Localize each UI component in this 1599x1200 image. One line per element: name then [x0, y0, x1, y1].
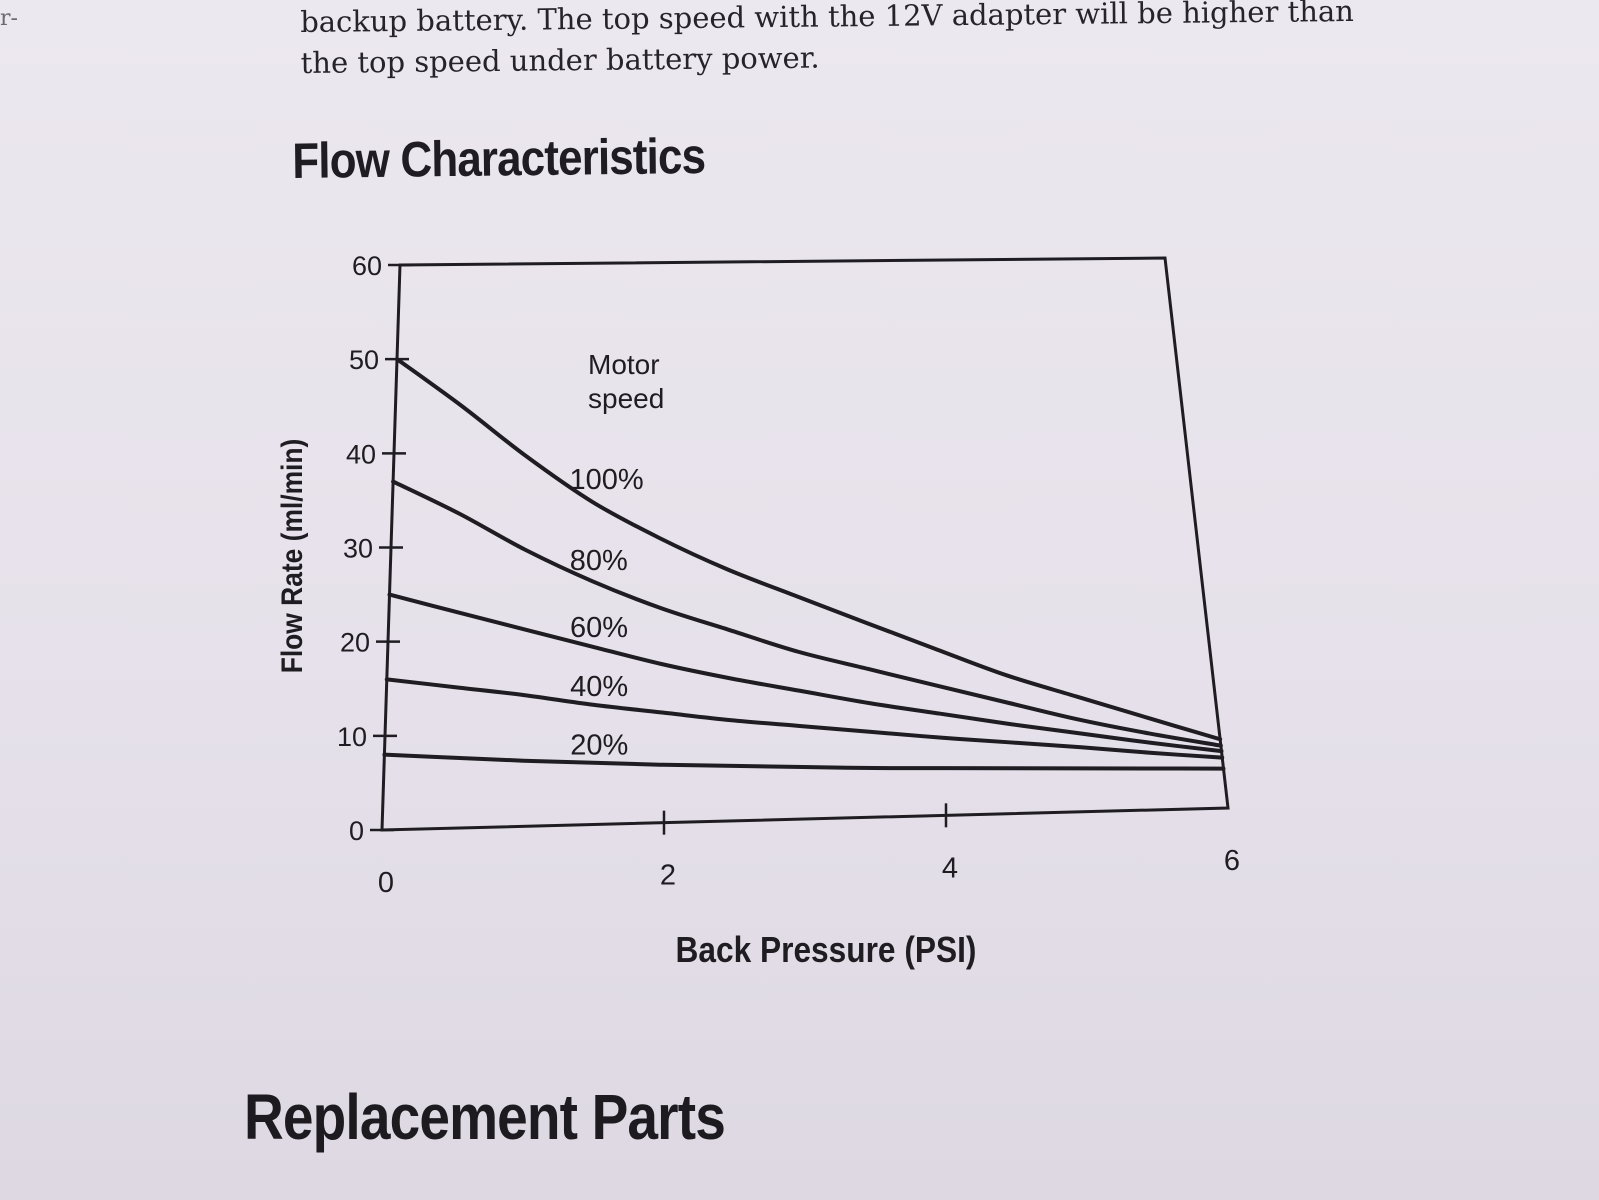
series-line-20pct [382, 752, 1226, 771]
y-tick-label: 0 [349, 816, 364, 846]
legend-title-line: Motor [588, 349, 660, 380]
series-line-100pct [395, 357, 1223, 742]
series-line-60pct [387, 592, 1224, 754]
series-layer [382, 357, 1226, 771]
plot-border [380, 256, 1230, 832]
series-label: 100% [570, 464, 644, 496]
y-tick-label: 60 [352, 251, 382, 281]
series-label: 80% [570, 545, 628, 577]
series-label: 40% [570, 671, 628, 703]
legend-title-line: speed [588, 383, 664, 414]
y-tick-label: 30 [343, 534, 373, 564]
x-tick-label: 0 [378, 867, 394, 899]
labels-layer: 0 10 20 30 40 50 60 0 2 4 6 Back Pressure (PSI) Flow… [274, 251, 1240, 970]
margin-mark: r- [0, 6, 18, 31]
plot-frame [380, 256, 1230, 832]
legend-title: Motor speed [588, 349, 664, 414]
series-label: 60% [570, 612, 628, 644]
series-line-40pct [384, 677, 1225, 760]
y-tick-label: 10 [337, 722, 367, 752]
y-tick-label: 20 [340, 628, 370, 658]
ticks-layer [370, 263, 948, 835]
y-axis-label: Flow Rate (ml/min) [274, 439, 308, 674]
y-tick-label: 40 [346, 439, 376, 469]
y-tick-label: 50 [349, 345, 379, 375]
series-line-80pct [391, 479, 1223, 748]
x-tick-label: 6 [1224, 845, 1240, 877]
x-axis-label: Back Pressure (PSI) [676, 930, 977, 970]
series-label: 20% [570, 730, 628, 762]
x-tick-label: 4 [942, 852, 958, 884]
x-tick-label: 2 [660, 860, 676, 892]
section-heading-parts: Replacement Parts [244, 1081, 726, 1153]
